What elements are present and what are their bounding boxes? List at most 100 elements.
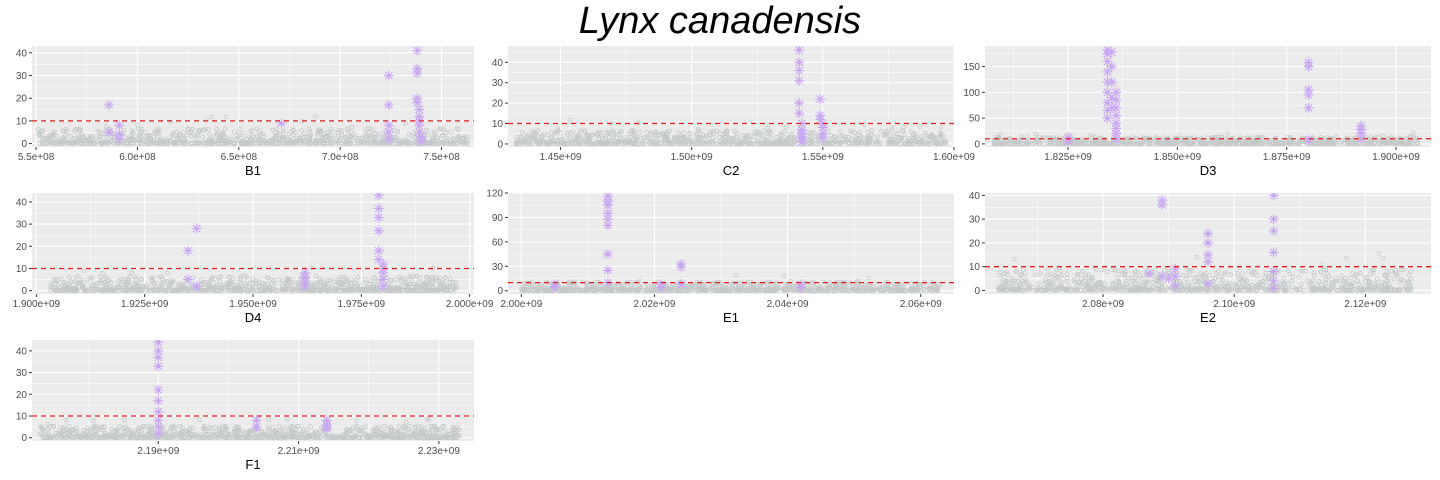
background-point (104, 123, 109, 129)
background-point (309, 286, 314, 292)
background-point (761, 133, 767, 139)
background-point (442, 287, 447, 293)
y-tick-label: 60 (492, 237, 504, 248)
background-point (270, 127, 275, 133)
background-point (1372, 281, 1378, 286)
background-point (238, 278, 244, 283)
background-point (781, 273, 787, 279)
background-point (371, 288, 377, 293)
background-point (349, 133, 355, 138)
background-point (218, 282, 224, 288)
background-point (1036, 139, 1042, 144)
background-point (665, 139, 671, 145)
background-point (171, 131, 177, 136)
highlight-point (1111, 123, 1122, 134)
background-point (447, 279, 452, 285)
background-point (413, 287, 419, 293)
background-point (713, 287, 719, 293)
background-point (227, 281, 233, 286)
background-point (142, 129, 148, 135)
background-point (1413, 138, 1419, 144)
background-point (82, 138, 88, 144)
background-point (339, 128, 345, 133)
background-point (123, 277, 128, 282)
background-point (707, 139, 713, 145)
background-point (109, 137, 114, 143)
background-point (783, 125, 789, 130)
background-point (1400, 267, 1406, 273)
background-point (154, 136, 160, 142)
background-point (152, 130, 157, 135)
background-point (837, 141, 842, 146)
background-point (624, 140, 630, 146)
background-point (651, 139, 656, 145)
background-point (590, 132, 596, 138)
background-point (279, 283, 285, 289)
background-point (1026, 141, 1032, 146)
background-point (130, 131, 136, 136)
background-point (1216, 139, 1221, 144)
background-point (629, 128, 635, 134)
panel-b1: 5.5e+08 6.0e+08 6.5e+08 7.0e+08 7.5e+0801020… (16, 46, 474, 178)
background-point (1033, 131, 1038, 137)
background-point (637, 129, 643, 135)
background-point (300, 287, 305, 293)
background-point (456, 127, 461, 132)
y-tick-label: 90 (492, 213, 504, 224)
background-point (895, 131, 900, 136)
background-point (735, 286, 740, 291)
minor-gridlines (508, 193, 954, 294)
background-point (62, 286, 68, 291)
highlight-point (378, 281, 388, 292)
background-point (545, 133, 550, 138)
background-point (1132, 269, 1138, 275)
background-point (558, 130, 563, 136)
background-point (1379, 141, 1384, 146)
background-point (575, 287, 580, 293)
background-point (824, 141, 830, 146)
background-point (1398, 288, 1403, 293)
background-point (180, 286, 185, 292)
background-point (73, 275, 78, 280)
highlight-point (183, 245, 193, 256)
background-point (453, 279, 459, 285)
background-point (301, 135, 307, 140)
background-point (565, 130, 570, 136)
background-point (1051, 140, 1056, 146)
background-point (82, 288, 87, 293)
background-point (838, 287, 844, 293)
background-point (218, 137, 223, 143)
background-point (724, 128, 730, 134)
background-point (344, 278, 350, 284)
background-point (895, 288, 900, 293)
background-point (736, 288, 742, 294)
background-point (377, 136, 382, 141)
background-point (271, 285, 277, 291)
background-point (852, 130, 858, 136)
highlight-point (1063, 135, 1074, 146)
background-point (237, 133, 242, 138)
plot-marks (32, 193, 474, 294)
background-point (1082, 278, 1088, 283)
background-point (377, 131, 382, 137)
background-point (1284, 134, 1290, 140)
background-point (559, 288, 565, 294)
x-axis: 1.45e+09 1.50e+09 1.55e+09 1.60e+09 (539, 147, 975, 163)
y-tick-label: 30 (492, 262, 504, 273)
background-point (906, 141, 911, 147)
x-tick-label: 5.5e+08 (18, 152, 55, 163)
background-point (158, 136, 164, 142)
background-point (1323, 280, 1329, 286)
x-tick-label: 1.900e+09 (13, 299, 61, 310)
background-point (890, 141, 896, 146)
background-point (68, 134, 73, 139)
background-point (1064, 271, 1070, 277)
background-point (186, 130, 192, 135)
background-point (832, 288, 838, 294)
background-point (998, 131, 1003, 137)
highlight-point (1106, 92, 1117, 103)
background-point (328, 127, 334, 132)
background-point (531, 288, 537, 294)
background-point (1380, 133, 1386, 139)
background-point (927, 134, 933, 140)
